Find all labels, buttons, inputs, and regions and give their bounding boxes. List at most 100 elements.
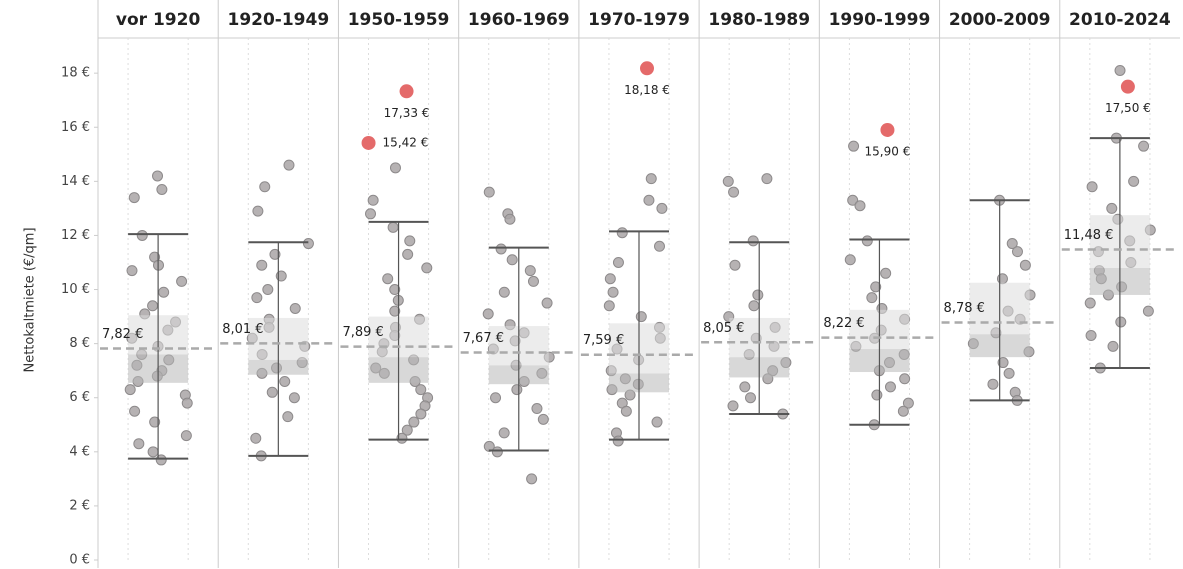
data-point [997,357,1009,369]
data-point [251,292,263,304]
data-point [408,416,420,428]
data-point [612,435,624,447]
outlier-label: 15,90 € [865,144,911,158]
data-point [402,248,414,260]
data-point [861,235,873,247]
data-point [483,186,495,198]
data-point [643,194,655,206]
data-point [126,265,138,277]
data-point [256,259,268,271]
data-point [1142,305,1154,317]
data-point [129,405,141,417]
data-point [482,308,494,320]
outlier [361,135,376,150]
data-point [155,454,167,466]
data-point [1138,140,1150,152]
data-point [739,381,751,393]
data-point [382,273,394,285]
data-point [747,235,759,247]
data-point [128,192,140,204]
data-point [1084,297,1096,309]
data-point [722,175,734,187]
data-point [603,300,615,312]
outlier-label: 15,42 € [383,135,429,149]
y-axis-label: Nettokaltmiete (€/qm] [23,227,38,372]
data-point [250,432,262,444]
y-tick-label: 6 € [69,390,90,405]
mean-label: 8,01 € [222,322,263,337]
category-label: 2010-2024 [1069,10,1171,30]
data-point [880,267,892,279]
data-point [147,446,159,458]
category-label: 1920-1949 [227,10,329,30]
data-point [1011,246,1023,258]
data-point [866,292,878,304]
data-point [158,286,170,298]
mean-label: 7,89 € [342,325,383,340]
data-point [527,275,539,287]
data-point [848,140,860,152]
data-point [415,408,427,420]
data-point [1115,316,1127,328]
data-point [389,162,401,174]
data-point [1128,175,1140,187]
data-point [1003,367,1015,379]
data-point [415,384,427,396]
data-point [279,375,291,387]
data-point [620,405,632,417]
data-point [1107,340,1119,352]
data-point [252,205,264,217]
y-tick-label: 14 € [61,174,90,189]
data-point [748,300,760,312]
data-point [152,170,164,182]
data-point [133,438,145,450]
data-point [269,248,281,260]
mean-label: 7,67 € [463,331,504,346]
y-tick-label: 2 € [69,498,90,513]
data-point [635,311,647,323]
outlier-label: 17,50 € [1105,101,1151,115]
mean-label: 11,48 € [1064,228,1114,243]
data-point [401,424,413,436]
data-point [745,392,757,404]
data-point [761,173,773,185]
y-tick-label: 8 € [69,336,90,351]
data-point [1019,259,1031,271]
data-point [1006,238,1018,250]
data-point [156,183,168,195]
category-label: vor 1920 [116,10,201,30]
data-point [498,427,510,439]
data-point [727,400,739,412]
data-point [288,392,300,404]
y-tick-label: 10 € [61,282,90,297]
data-point [289,302,301,314]
y-tick-label: 16 € [61,120,90,135]
data-point [491,446,503,458]
data-point [854,200,866,212]
data-point [902,397,914,409]
outlier [880,122,895,137]
data-point [728,186,740,198]
data-point [1086,181,1098,193]
data-point [987,378,999,390]
category-label: 1980-1989 [708,10,810,30]
mean-label: 8,78 € [944,301,985,316]
category-label: 1970-1979 [588,10,690,30]
data-point [498,286,510,298]
y-tick-label: 0 € [69,553,90,568]
data-point [899,373,911,385]
category-label: 1960-1969 [468,10,570,30]
data-point [180,430,192,442]
data-point [389,305,401,317]
data-point [302,238,314,250]
data-point [262,284,274,296]
mean-label: 7,82 € [102,327,143,342]
category-label: 1990-1999 [829,10,931,30]
data-point [729,259,741,271]
outlier [399,84,414,99]
data-point [421,262,433,274]
y-tick-label: 4 € [69,444,90,459]
data-point [124,384,136,396]
data-point [844,254,856,266]
